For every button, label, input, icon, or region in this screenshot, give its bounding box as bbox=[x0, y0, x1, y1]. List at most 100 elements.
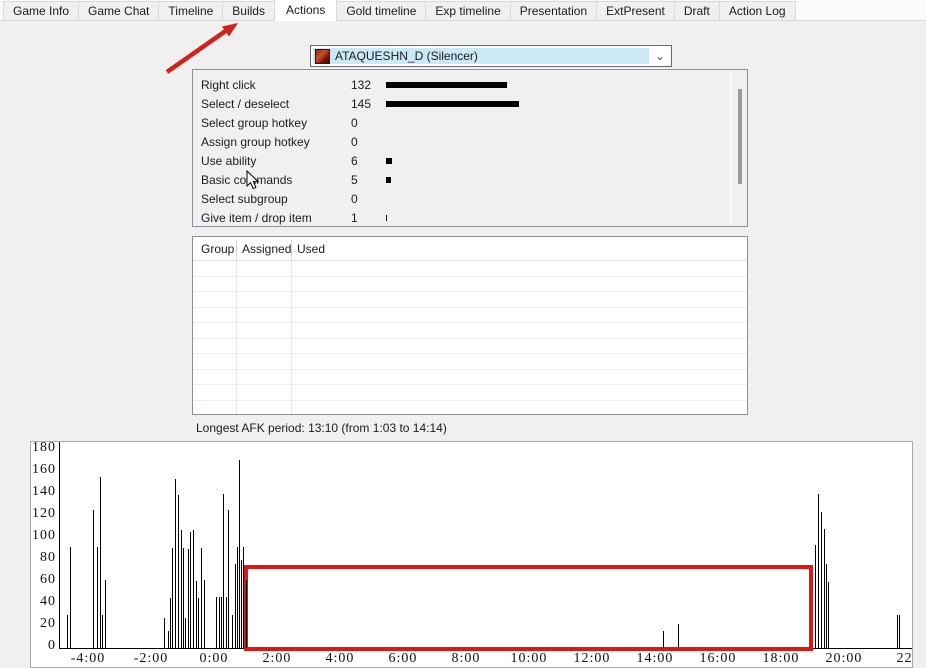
chart-bar bbox=[663, 631, 664, 648]
chart-bar bbox=[168, 631, 169, 648]
action-stat-count: 5 bbox=[351, 172, 358, 187]
player-select[interactable]: ATAQUESHN_D (Silencer) ⌄ bbox=[310, 45, 672, 67]
action-stat-label: Assign group hotkey bbox=[201, 134, 310, 149]
chart-bar bbox=[237, 547, 238, 648]
chart-bar bbox=[899, 615, 900, 648]
x-axis-tick-label: 22: bbox=[896, 651, 913, 666]
chart-bar bbox=[193, 530, 194, 648]
chart-bar bbox=[221, 597, 222, 648]
row-grid-line bbox=[193, 400, 747, 401]
row-grid-line bbox=[193, 307, 747, 308]
stats-scrollbar-thumb[interactable] bbox=[738, 89, 742, 184]
action-stat-row: Basic commands 5 bbox=[193, 170, 747, 189]
tab-exp-timeline[interactable]: Exp timeline bbox=[425, 1, 511, 20]
chart-bar bbox=[172, 548, 173, 648]
tab-builds[interactable]: Builds bbox=[222, 1, 275, 20]
tab-action-log[interactable]: Action Log bbox=[718, 1, 796, 20]
chart-bar bbox=[824, 529, 825, 648]
action-stat-row: Use ability 6 bbox=[193, 151, 747, 170]
chart-bar bbox=[223, 494, 224, 648]
row-grid-line bbox=[193, 384, 747, 385]
action-stat-bar bbox=[386, 81, 507, 88]
column-header-assigned[interactable]: Assigned bbox=[242, 242, 292, 256]
chart-bar bbox=[67, 615, 68, 648]
chart-bar bbox=[239, 460, 240, 648]
action-stat-bar bbox=[386, 100, 519, 107]
chart-bar bbox=[228, 510, 229, 648]
chart-bar bbox=[198, 598, 199, 648]
tab-timeline[interactable]: Timeline bbox=[158, 1, 224, 20]
stats-scrollbar-track[interactable] bbox=[730, 72, 731, 224]
chart-bar bbox=[897, 615, 898, 648]
column-header-used[interactable]: Used bbox=[297, 242, 326, 256]
x-axis-tick-label: 8:00 bbox=[451, 651, 481, 666]
chart-bar bbox=[828, 582, 829, 648]
tab-game-info[interactable]: Game Info bbox=[3, 1, 80, 20]
action-stat-bar bbox=[386, 214, 387, 221]
chart-bar bbox=[105, 580, 106, 648]
tab-presentation[interactable]: Presentation bbox=[509, 1, 598, 20]
chart-bar bbox=[175, 479, 176, 648]
header-divider bbox=[193, 260, 747, 261]
y-axis-tick-label: 140 bbox=[32, 484, 56, 499]
chart-bar bbox=[241, 560, 242, 648]
chevron-down-icon[interactable]: ⌄ bbox=[654, 49, 666, 63]
y-axis-tick-label: 180 bbox=[32, 441, 56, 455]
y-axis-tick-label: 0 bbox=[48, 638, 56, 653]
chart-bar bbox=[204, 580, 205, 648]
chart-bar bbox=[70, 547, 71, 648]
chart-bar bbox=[216, 597, 217, 648]
tab-actions[interactable]: Actions bbox=[273, 0, 338, 21]
x-axis-tick-label: 2:00 bbox=[262, 651, 292, 666]
y-axis-tick-label: 100 bbox=[32, 528, 56, 543]
x-axis-tick-label: 18:00 bbox=[762, 651, 800, 666]
chart-bar bbox=[235, 564, 236, 648]
chart-bar bbox=[815, 545, 816, 648]
x-axis-tick-label: 16:00 bbox=[699, 651, 737, 666]
column-header-group[interactable]: Group bbox=[201, 242, 235, 256]
chart-bar bbox=[183, 548, 184, 648]
actions-timeline-chart: 0 20 40 60 80 100 120 140 160 180 -4:00 -2:00 0:00 2:… bbox=[30, 441, 913, 668]
hero-portrait-icon bbox=[315, 49, 330, 64]
player-select-highlight bbox=[313, 48, 649, 64]
chart-bar bbox=[170, 598, 171, 648]
afk-period-highlight-rect bbox=[244, 565, 813, 651]
y-axis-tick-label: 120 bbox=[32, 506, 56, 521]
action-stat-count: 1 bbox=[351, 210, 358, 225]
x-axis-tick-label: 6:00 bbox=[388, 651, 418, 666]
tab-game-chat[interactable]: Game Chat bbox=[78, 1, 160, 20]
tab-extpresent[interactable]: ExtPresent bbox=[596, 1, 675, 20]
y-axis-tick-label: 80 bbox=[40, 550, 56, 565]
tab-gold-timeline[interactable]: Gold timeline bbox=[336, 1, 427, 20]
action-stat-count: 0 bbox=[351, 115, 358, 130]
action-stat-count: 145 bbox=[351, 96, 372, 111]
action-stat-row: Assign group hotkey 0 bbox=[193, 132, 747, 151]
action-stat-row: Right click 132 bbox=[193, 75, 747, 94]
chart-bar bbox=[93, 510, 94, 648]
action-stat-label: Use ability bbox=[201, 153, 257, 168]
chart-bar bbox=[100, 477, 101, 648]
x-axis-tick-label: -4:00 bbox=[70, 651, 106, 666]
action-stat-count: 0 bbox=[351, 191, 358, 206]
x-axis-tick-label: 0:00 bbox=[199, 651, 229, 666]
x-axis-tick-label: 10:00 bbox=[510, 651, 548, 666]
chart-bar bbox=[826, 564, 827, 648]
chart-bar bbox=[219, 597, 220, 648]
action-stat-label: Give item / drop item bbox=[201, 210, 312, 225]
row-grid-line bbox=[193, 338, 747, 339]
action-stat-label: Right click bbox=[201, 77, 256, 92]
action-stat-row: Select / deselect 145 bbox=[193, 94, 747, 113]
y-axis-tick-label: 40 bbox=[40, 594, 56, 609]
row-grid-line bbox=[193, 291, 747, 292]
action-stat-bar bbox=[386, 176, 391, 183]
x-axis-tick-label: -2:00 bbox=[133, 651, 169, 666]
chart-bar bbox=[818, 494, 819, 648]
action-stat-label: Basic commands bbox=[201, 172, 293, 187]
chart-bar bbox=[181, 530, 182, 648]
tab-draft[interactable]: Draft bbox=[673, 1, 720, 20]
chart-bar bbox=[243, 547, 244, 648]
action-stat-count: 6 bbox=[351, 153, 358, 168]
y-axis-tick-label: 20 bbox=[40, 616, 56, 631]
chart-bar bbox=[196, 581, 197, 648]
x-axis-tick-label: 14:00 bbox=[636, 651, 674, 666]
